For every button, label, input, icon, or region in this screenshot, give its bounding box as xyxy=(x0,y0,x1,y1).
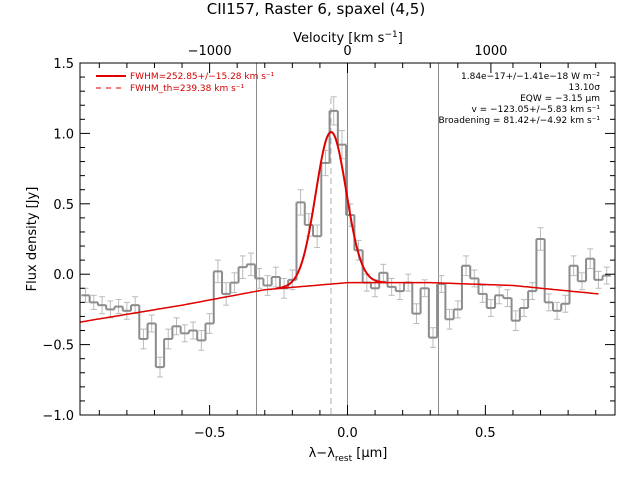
y-axis-label: Flux density [Jy] xyxy=(25,187,40,292)
annotation-eqw: EQW = −3.15 μm xyxy=(520,94,600,104)
top-tick-label-0: −1000 xyxy=(188,44,232,59)
x-axis-ticks: −0.5 0.0 0.5 xyxy=(98,63,597,441)
y-axis-ticks: −1.0 −0.5 0.0 0.5 1.0 1.5 xyxy=(42,57,615,424)
legend: FWHM=252.85+/−15.28 km s⁻¹ FWHM_th=239.3… xyxy=(96,72,275,94)
legend-label-fwhm-th: FWHM_th=239.38 km s⁻¹ xyxy=(130,84,245,94)
x-axis-label: λ−λrest [μm] xyxy=(309,446,388,464)
y-tick-label-0: −1.0 xyxy=(42,409,74,424)
continuum-fit-curve xyxy=(79,281,599,323)
x-tick-label-2: 0.5 xyxy=(475,426,496,441)
fit-annotations: 1.84e−17+/−1.41e−18 W m⁻² 13.10σ EQW = −… xyxy=(439,72,601,126)
gaussian-fit-curve xyxy=(275,130,387,290)
top-tick-label-2: 1000 xyxy=(474,44,507,59)
y-tick-label-5: 1.5 xyxy=(53,57,74,72)
plot-content xyxy=(79,63,611,415)
x-tick-label-1: 0.0 xyxy=(337,426,358,441)
y-tick-label-1: −0.5 xyxy=(42,339,74,354)
annotation-broadening: Broadening = 81.42+/−4.92 km s⁻¹ xyxy=(439,116,601,126)
x-tick-label-0: −0.5 xyxy=(194,426,226,441)
top-axis-ticks: −1000 0 1000 xyxy=(188,44,507,73)
annotation-line-flux: 1.84e−17+/−1.41e−18 W m⁻² xyxy=(461,72,600,82)
y-tick-label-4: 1.0 xyxy=(53,127,74,142)
annotation-velocity: v = −123.05+/−5.83 km s⁻¹ xyxy=(471,105,600,115)
y-tick-label-2: 0.0 xyxy=(53,268,74,283)
annotation-significance: 13.10σ xyxy=(569,83,601,93)
top-axis-label: Velocity [km s−1] xyxy=(293,30,403,46)
y-tick-label-3: 0.5 xyxy=(53,198,74,213)
top-tick-label-1: 0 xyxy=(343,44,351,59)
legend-label-fwhm: FWHM=252.85+/−15.28 km s⁻¹ xyxy=(130,72,275,82)
chart-title: CII157, Raster 6, spaxel (4,5) xyxy=(207,0,425,18)
